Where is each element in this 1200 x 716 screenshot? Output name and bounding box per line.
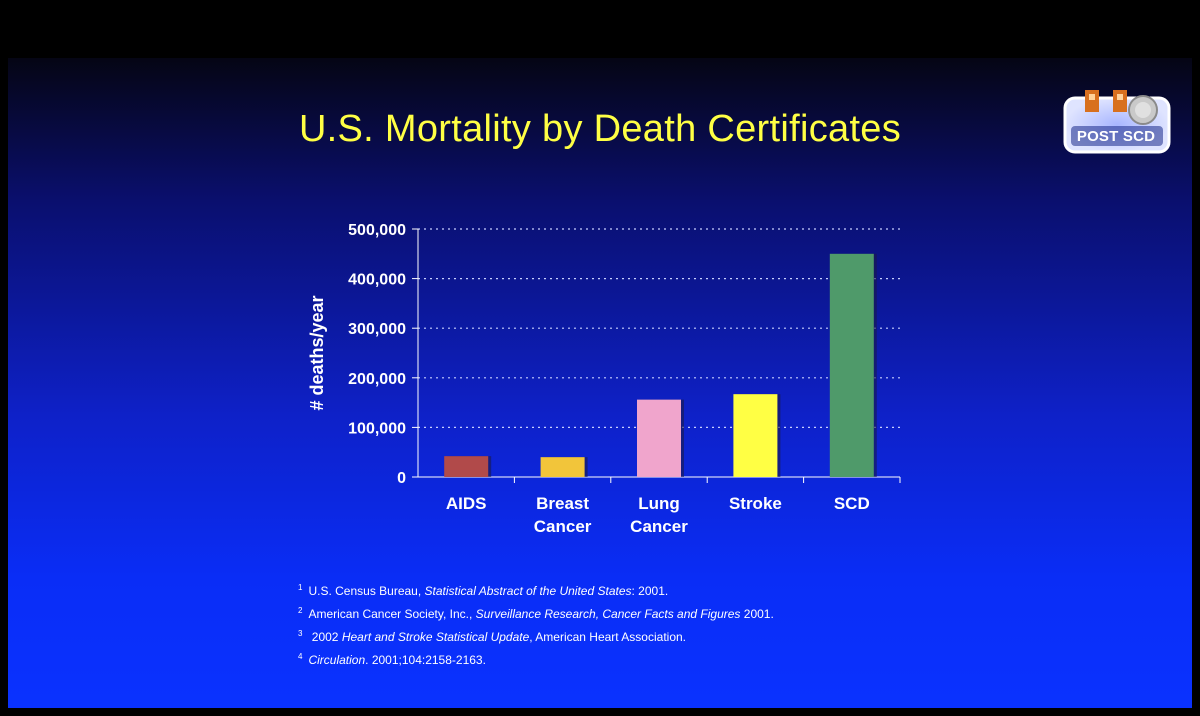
y-tick-label: 200,000 [348,371,406,388]
footnote-text: Surveillance Research, Cancer Facts and … [475,607,741,621]
x-tick-label: AIDS [446,494,487,513]
footnote-row: 1 U.S. Census Bureau, Statistical Abstrac… [298,578,998,601]
footnotes: 1 U.S. Census Bureau, Statistical Abstrac… [298,578,998,670]
x-tick-label: Breast [536,494,589,513]
bar [637,399,681,477]
footnote-text: Statistical Abstract of the United State… [424,584,632,598]
post-scd-logo-icon [1063,90,1171,154]
footnote-number: 1 [298,583,303,592]
footnote-text: Circulation [308,653,366,667]
presentation-slide: U.S. Mortality by Death Certificates [8,58,1192,708]
footnote-number: 2 [298,606,303,615]
x-tick-label: SCD [834,494,870,513]
footnote-text: American Cancer Society, Inc., [308,607,476,621]
x-tick-label: Cancer [630,517,688,536]
footnote-text: 2002 [308,630,342,644]
bar [540,457,585,477]
footnote-text: : 2001. [631,584,669,598]
footnote-row: 4 Circulation. 2001;104:2158-2163. [298,647,998,670]
x-tick-label: Stroke [729,494,782,513]
y-tick-label: 500,000 [348,222,406,239]
footnote-text: , American Heart Association. [529,630,687,644]
y-tick-label: 400,000 [348,272,406,289]
slide-title: U.S. Mortality by Death Certificates [298,108,902,150]
y-axis-label: # deaths/year [307,295,327,410]
y-tick-label: 0 [397,470,406,487]
bar [444,456,489,477]
x-tick-label: Cancer [534,517,592,536]
footnote-number: 4 [298,652,303,661]
footnote-text: Heart and Stroke Statistical Update [341,630,530,644]
footnote-text: . 2001;104:2158-2163. [365,653,486,667]
footnote-number: 3 [298,629,303,638]
y-tick-label: 100,000 [348,420,406,437]
logo-label: POST SCD [1076,128,1156,145]
footnote-row: 3 2002 Heart and Stroke Statistical Upda… [298,624,998,647]
post-scd-logo: POST SCD [1063,88,1183,158]
footnote-text: U.S. Census Bureau, [308,584,425,598]
bar [733,394,778,477]
x-tick-label: Lung [638,494,680,513]
y-tick-label: 300,000 [348,321,406,338]
footnote-text: 2001. [740,607,774,621]
bar-chart: 0 100,000 200,000 300,000 400,000 500,000 # de… [307,222,901,536]
footnote-row: 2 American Cancer Society, Inc., Surveill… [298,601,998,624]
bar [829,253,874,477]
